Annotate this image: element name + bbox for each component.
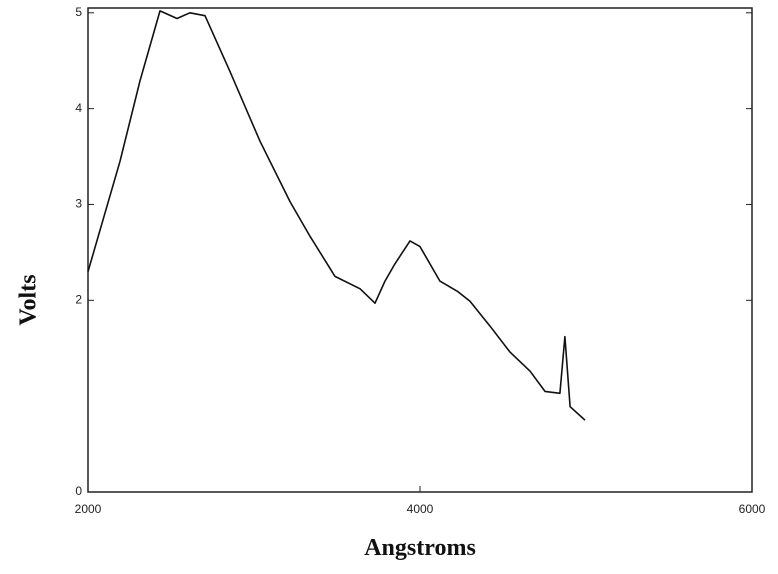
x-axis-title: Angstroms — [364, 535, 476, 561]
y-tick-label: 4 — [75, 101, 82, 115]
x-tick-label: 4000 — [407, 502, 434, 516]
x-tick-label: 2000 — [75, 502, 102, 516]
y-tick-label: 0 — [75, 484, 82, 498]
y-axis-title: Volts — [16, 274, 42, 325]
y-tick-label: 5 — [75, 5, 82, 19]
data-line — [87, 10, 586, 421]
x-tick-label: 6000 — [739, 502, 766, 516]
plot-frame — [87, 7, 753, 493]
y-tick-label: 3 — [75, 197, 82, 211]
y-tick-label: 2 — [75, 292, 82, 306]
